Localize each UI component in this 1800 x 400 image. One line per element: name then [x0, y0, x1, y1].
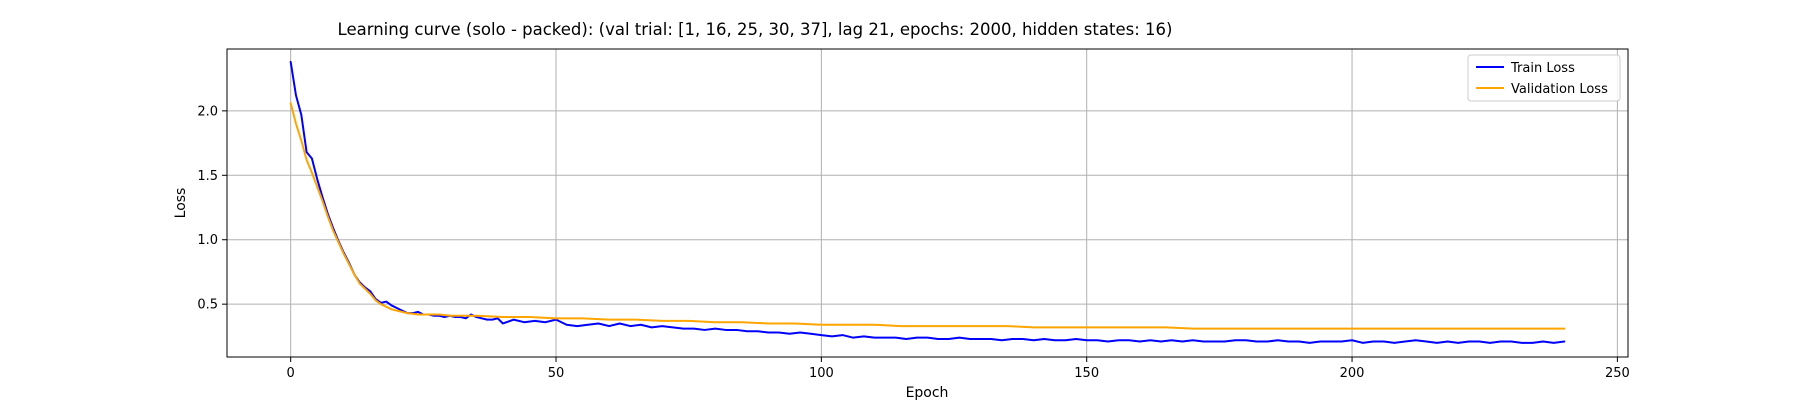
legend-frame — [1467, 54, 1621, 102]
legend-label-validation-loss: Validation Loss — [1511, 82, 1608, 97]
legend: Train Loss Validation Loss — [1467, 54, 1621, 102]
x-tick-label: 0 — [287, 366, 295, 381]
y-tick-label: 1.0 — [197, 233, 218, 248]
x-tick-label: 200 — [1340, 366, 1365, 381]
x-axis-title: Epoch — [906, 385, 949, 400]
series-line-validation-loss — [289, 102, 1566, 330]
x-tick-label: 250 — [1605, 366, 1630, 381]
x-tick-label: 150 — [1074, 366, 1099, 381]
grid — [227, 49, 1628, 357]
y-tick-label: 0.5 — [197, 298, 218, 313]
chart-title: Learning curve (solo - packed): (val tri… — [338, 20, 1173, 39]
x-tick-label: 100 — [809, 366, 834, 381]
y-tick-label: 1.5 — [197, 169, 218, 184]
plot-area-frame — [226, 48, 1629, 358]
legend-label-train-loss: Train Loss — [1510, 61, 1575, 76]
axis-ticks: 0 50 100 150 200 250 0.5 1.0 1.5 2.0 — [197, 104, 1629, 381]
y-tick-label: 2.0 — [197, 104, 218, 119]
series-lines — [289, 60, 1566, 344]
series-line-train-loss — [289, 60, 1566, 344]
x-tick-label: 50 — [548, 366, 565, 381]
y-axis-title: Loss — [173, 188, 189, 219]
